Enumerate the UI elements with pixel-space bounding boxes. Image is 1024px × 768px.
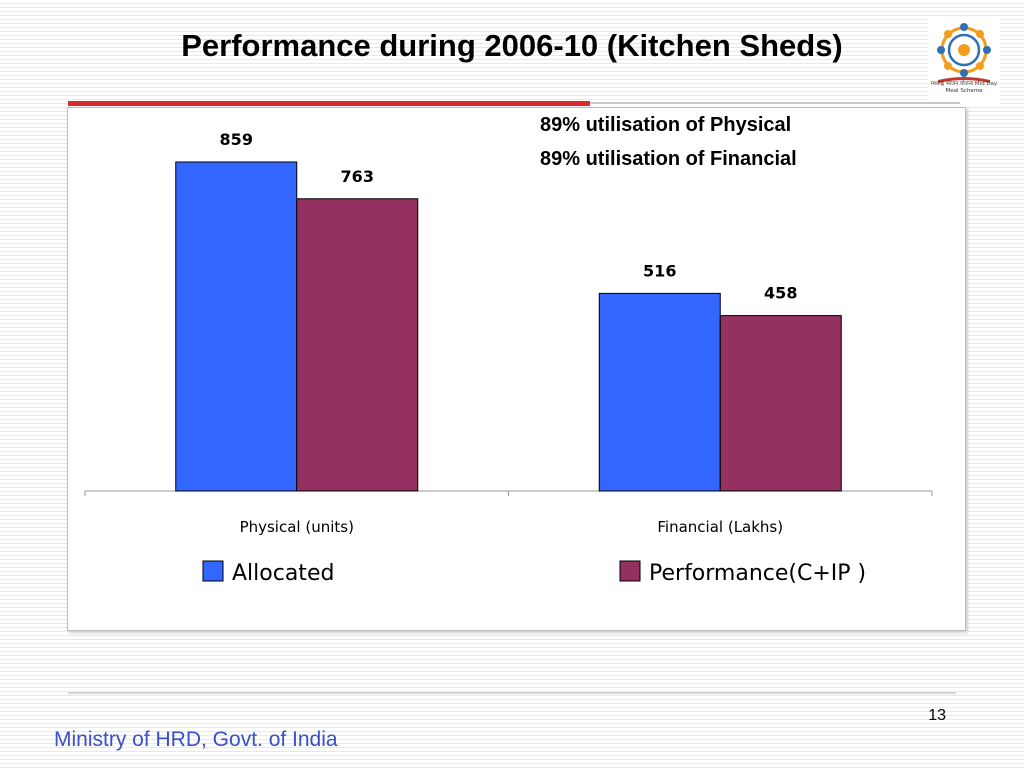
data-label: 516 [643,261,676,280]
slide-title: Performance during 2006-10 (Kitchen Shed… [181,28,843,63]
logo-people-ring [937,23,991,77]
legend-swatch [619,560,641,582]
footer-divider [68,692,956,694]
logo-caption: मध्याह्न भोजन योजना Mid Day Meal Scheme [930,81,998,94]
title-underline [68,101,590,106]
legend-label: Performance(C+IP ) [649,561,866,586]
bar-performance-physical [296,198,419,492]
mid-day-meal-logo-icon [928,16,1000,106]
legend-label: Allocated [232,561,334,586]
data-label: 763 [341,167,374,186]
title-underline-right [590,102,960,104]
bar-allocated-physical [175,161,298,492]
bar-allocated-financial [598,292,721,492]
annotation-financial: 89% utilisation of Financial [540,148,797,170]
x-tick-label: Financial (Lakhs) [657,518,783,536]
annotation-physical: 89% utilisation of Physical [540,114,792,136]
bar-performance-financial [719,315,842,492]
page-number: 13 [928,707,946,724]
data-label: 458 [764,284,797,303]
data-label: 859 [220,130,253,149]
x-tick-label: Physical (units) [240,518,354,536]
footer-text: Ministry of HRD, Govt. of India [54,728,338,751]
legend-swatch [202,560,224,582]
